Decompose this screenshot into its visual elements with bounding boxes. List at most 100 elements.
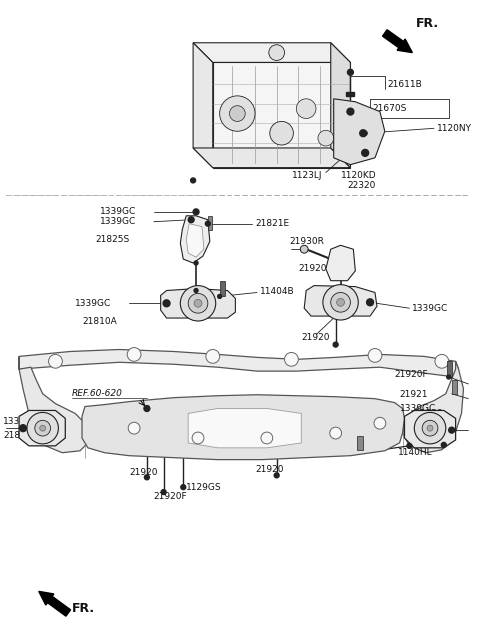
FancyArrow shape [383, 30, 412, 53]
Circle shape [218, 295, 222, 299]
Circle shape [192, 432, 204, 444]
Text: 21840: 21840 [3, 431, 32, 440]
Polygon shape [19, 356, 90, 453]
Text: 21920: 21920 [255, 465, 284, 474]
Circle shape [362, 150, 369, 156]
Circle shape [447, 375, 451, 379]
Polygon shape [193, 43, 350, 62]
Circle shape [194, 261, 198, 265]
Circle shape [27, 412, 59, 444]
Text: 21920: 21920 [301, 333, 330, 342]
Polygon shape [19, 410, 65, 446]
Circle shape [20, 425, 26, 431]
Circle shape [35, 421, 50, 436]
Polygon shape [193, 148, 350, 168]
Polygon shape [180, 216, 210, 263]
Circle shape [336, 299, 345, 306]
Circle shape [261, 432, 273, 444]
Circle shape [229, 106, 245, 121]
Text: 1140HL: 1140HL [397, 448, 432, 457]
Bar [357, 436, 363, 450]
Text: 21921: 21921 [399, 390, 428, 399]
Text: 1120NY: 1120NY [437, 124, 472, 133]
Text: 21821E: 21821E [255, 219, 289, 228]
Circle shape [318, 130, 334, 146]
Circle shape [363, 131, 367, 135]
Polygon shape [304, 286, 377, 316]
Text: 1339GC: 1339GC [100, 207, 136, 216]
Text: 1339GC: 1339GC [75, 299, 111, 308]
Polygon shape [334, 99, 385, 165]
Circle shape [181, 485, 186, 490]
Circle shape [220, 96, 255, 131]
Polygon shape [82, 395, 405, 460]
Circle shape [206, 349, 220, 363]
Circle shape [427, 425, 433, 431]
Circle shape [300, 245, 308, 253]
Circle shape [407, 444, 412, 448]
Bar [452, 380, 456, 394]
Circle shape [367, 299, 373, 305]
Circle shape [180, 286, 216, 321]
Circle shape [205, 221, 210, 226]
Polygon shape [186, 223, 204, 257]
Polygon shape [403, 361, 464, 453]
Polygon shape [188, 408, 301, 448]
Circle shape [441, 442, 446, 447]
Circle shape [296, 99, 316, 119]
Text: 1129GS: 1129GS [186, 483, 222, 492]
Circle shape [368, 349, 382, 362]
Circle shape [360, 130, 367, 137]
Text: 1339GC: 1339GC [399, 404, 436, 413]
Circle shape [330, 427, 342, 439]
Polygon shape [213, 62, 350, 168]
Polygon shape [331, 43, 350, 168]
Text: 21920: 21920 [129, 468, 158, 477]
Circle shape [374, 417, 386, 429]
Circle shape [348, 69, 353, 75]
Circle shape [193, 209, 199, 215]
Circle shape [194, 299, 202, 308]
Circle shape [128, 422, 140, 434]
Text: 21611B: 21611B [388, 80, 422, 89]
Polygon shape [19, 349, 458, 377]
Circle shape [323, 284, 358, 320]
Bar [447, 361, 452, 377]
Circle shape [422, 421, 438, 436]
Polygon shape [326, 245, 355, 281]
Text: FR.: FR. [416, 17, 439, 30]
Text: 21920: 21920 [298, 265, 327, 273]
Text: 1339GC: 1339GC [412, 304, 449, 313]
Polygon shape [193, 43, 213, 168]
Text: FR.: FR. [72, 602, 96, 614]
Circle shape [331, 293, 350, 312]
Circle shape [188, 217, 194, 223]
FancyArrow shape [39, 591, 71, 616]
Text: 21825S: 21825S [96, 235, 130, 244]
Circle shape [274, 473, 279, 478]
Circle shape [127, 347, 141, 361]
Bar [347, 92, 354, 96]
Text: 1339GC: 1339GC [3, 417, 40, 426]
Text: 1339GC: 1339GC [100, 217, 136, 226]
Circle shape [449, 427, 455, 433]
Circle shape [40, 425, 46, 431]
Circle shape [161, 490, 166, 494]
Circle shape [144, 406, 150, 412]
Circle shape [435, 354, 449, 369]
Text: 21930R: 21930R [289, 237, 324, 246]
Text: 21670S: 21670S [372, 104, 407, 113]
Text: 21810A: 21810A [82, 318, 117, 327]
Text: 21830: 21830 [414, 409, 443, 418]
Polygon shape [405, 410, 456, 448]
Circle shape [333, 342, 338, 347]
Circle shape [285, 352, 298, 366]
Text: 1123LJ: 1123LJ [292, 171, 323, 180]
Circle shape [144, 475, 149, 480]
Circle shape [191, 178, 195, 183]
Circle shape [163, 300, 170, 307]
Polygon shape [161, 288, 235, 318]
Circle shape [48, 354, 62, 369]
Text: 21920F: 21920F [395, 370, 428, 379]
Text: 21920F: 21920F [154, 492, 187, 501]
